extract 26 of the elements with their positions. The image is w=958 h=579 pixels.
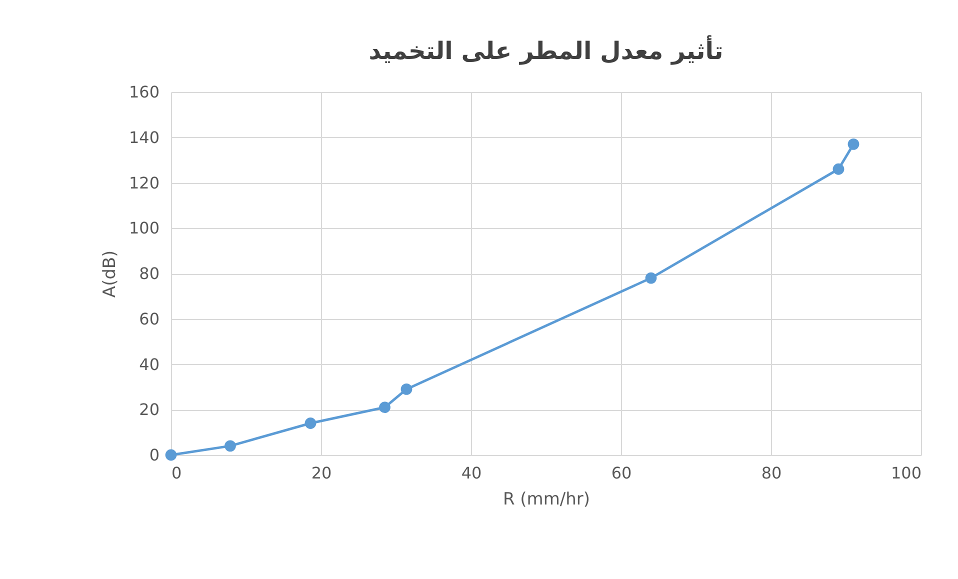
- x-tick-label: 40: [461, 464, 482, 482]
- x-tick-label: 20: [311, 464, 332, 482]
- y-tick-label: 80: [139, 264, 160, 283]
- x-tick-label: 0: [172, 464, 182, 482]
- x-tick-label: 100: [890, 464, 922, 482]
- y-tick-label: 100: [128, 218, 160, 238]
- y-tick-label: 160: [128, 82, 160, 102]
- x-axis-title: R (mm/hr): [502, 490, 590, 510]
- chart-title: تأثير معدل المطر على التخميد: [368, 35, 724, 65]
- y-tick-label: 120: [128, 173, 160, 192]
- point: [165, 449, 177, 461]
- y-tick-label: 20: [139, 400, 160, 420]
- x-tick-label: 60: [611, 464, 632, 482]
- point: [832, 163, 844, 175]
- y-tick-label: 40: [139, 354, 160, 374]
- point: [645, 272, 657, 284]
- y-axis-title: A(dB): [100, 250, 120, 298]
- y-tick-label: 0: [149, 446, 160, 464]
- point: [224, 440, 236, 452]
- x-tick-label: 80: [761, 464, 782, 482]
- y-tick-label: 140: [128, 128, 160, 147]
- point: [848, 138, 860, 150]
- point: [379, 402, 390, 414]
- point: [304, 418, 316, 429]
- point: [400, 384, 412, 395]
- y-tick-label: 60: [139, 309, 160, 328]
